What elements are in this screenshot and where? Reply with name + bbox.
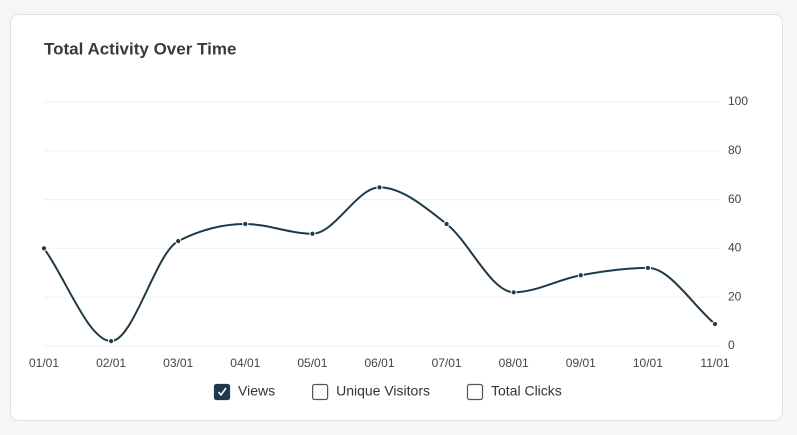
card bbox=[10, 14, 783, 421]
data-point bbox=[644, 264, 652, 272]
x-tick-label: 08/01 bbox=[499, 356, 529, 370]
series-line bbox=[43, 186, 716, 343]
data-point bbox=[242, 220, 249, 228]
chart-title: Total Activity Over Time bbox=[44, 39, 236, 58]
data-point bbox=[711, 320, 719, 328]
y-tick-label: 0 bbox=[728, 338, 735, 352]
checkmark bbox=[217, 387, 227, 397]
data-point bbox=[309, 230, 316, 237]
data-point bbox=[40, 245, 48, 252]
x-tick-label: 06/01 bbox=[364, 356, 394, 370]
x-tick-label: 09/01 bbox=[566, 356, 596, 370]
y-tick-label: 20 bbox=[728, 289, 742, 303]
x-tick-label: 10/01 bbox=[633, 356, 663, 370]
data-point bbox=[443, 220, 450, 228]
legend-label[interactable]: Views bbox=[238, 383, 275, 399]
legend-checkbox[interactable] bbox=[466, 383, 484, 401]
x-tick-label: 03/01 bbox=[163, 356, 193, 370]
y-tick-label: 100 bbox=[728, 94, 748, 108]
legend-label[interactable]: Unique Visitors bbox=[336, 383, 430, 399]
x-tick-label: 07/01 bbox=[432, 356, 462, 370]
x-tick-label: 01/01 bbox=[29, 356, 59, 370]
x-tick-label: 04/01 bbox=[230, 356, 260, 370]
data-point bbox=[376, 184, 383, 191]
y-tick-label: 80 bbox=[728, 143, 742, 157]
x-tick-label: 05/01 bbox=[297, 356, 327, 370]
x-tick-label: 11/01 bbox=[700, 356, 729, 370]
x-tick-label: 02/01 bbox=[96, 356, 126, 370]
data-point bbox=[577, 272, 584, 279]
legend-checkbox[interactable] bbox=[213, 383, 231, 401]
legend-checkbox[interactable] bbox=[311, 383, 329, 401]
data-point bbox=[108, 338, 115, 345]
data-point bbox=[510, 289, 517, 296]
legend-label[interactable]: Total Clicks bbox=[491, 383, 562, 399]
data-point bbox=[175, 237, 182, 245]
y-tick-label: 40 bbox=[728, 241, 742, 255]
y-tick-label: 60 bbox=[728, 192, 742, 206]
